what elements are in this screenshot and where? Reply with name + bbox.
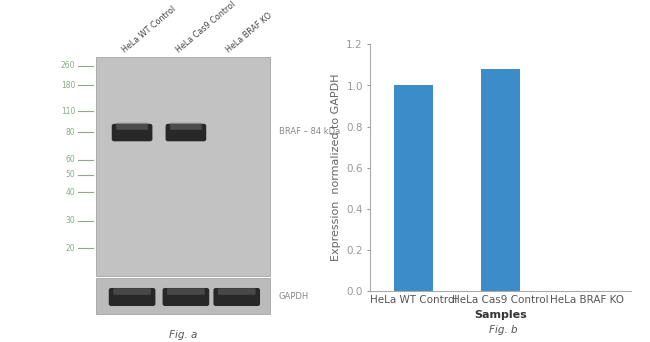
Text: 80: 80: [66, 128, 75, 137]
Text: BRAF – 84 kDa: BRAF – 84 kDa: [279, 127, 340, 136]
FancyBboxPatch shape: [109, 288, 155, 306]
Text: HeLa Cas9 Control: HeLa Cas9 Control: [174, 0, 237, 54]
Text: 40: 40: [66, 188, 75, 197]
Text: Fig. b: Fig. b: [489, 325, 518, 335]
Text: 30: 30: [66, 216, 75, 225]
Bar: [395, 86, 434, 291]
Text: 110: 110: [61, 107, 75, 116]
FancyBboxPatch shape: [162, 288, 209, 306]
FancyBboxPatch shape: [113, 288, 151, 295]
Text: 260: 260: [60, 61, 75, 70]
Text: 180: 180: [61, 81, 75, 90]
FancyBboxPatch shape: [166, 124, 206, 141]
Text: 60: 60: [66, 155, 75, 164]
Bar: [96, 57, 270, 276]
Text: 20: 20: [66, 244, 75, 253]
FancyBboxPatch shape: [167, 288, 205, 295]
Text: GAPDH: GAPDH: [279, 292, 309, 301]
Y-axis label: Expression  normalized to GAPDH: Expression normalized to GAPDH: [331, 74, 341, 261]
Text: HeLa BRAF KO: HeLa BRAF KO: [225, 11, 274, 54]
X-axis label: Samples: Samples: [474, 311, 527, 320]
FancyBboxPatch shape: [218, 288, 255, 295]
FancyBboxPatch shape: [116, 123, 148, 130]
FancyBboxPatch shape: [213, 288, 260, 306]
Text: 50: 50: [66, 170, 75, 180]
FancyBboxPatch shape: [112, 124, 152, 141]
Bar: [481, 69, 520, 291]
FancyBboxPatch shape: [170, 123, 202, 130]
Text: Fig. a: Fig. a: [169, 330, 197, 340]
Text: HeLa WT Control: HeLa WT Control: [120, 4, 177, 54]
Bar: [96, 278, 270, 314]
